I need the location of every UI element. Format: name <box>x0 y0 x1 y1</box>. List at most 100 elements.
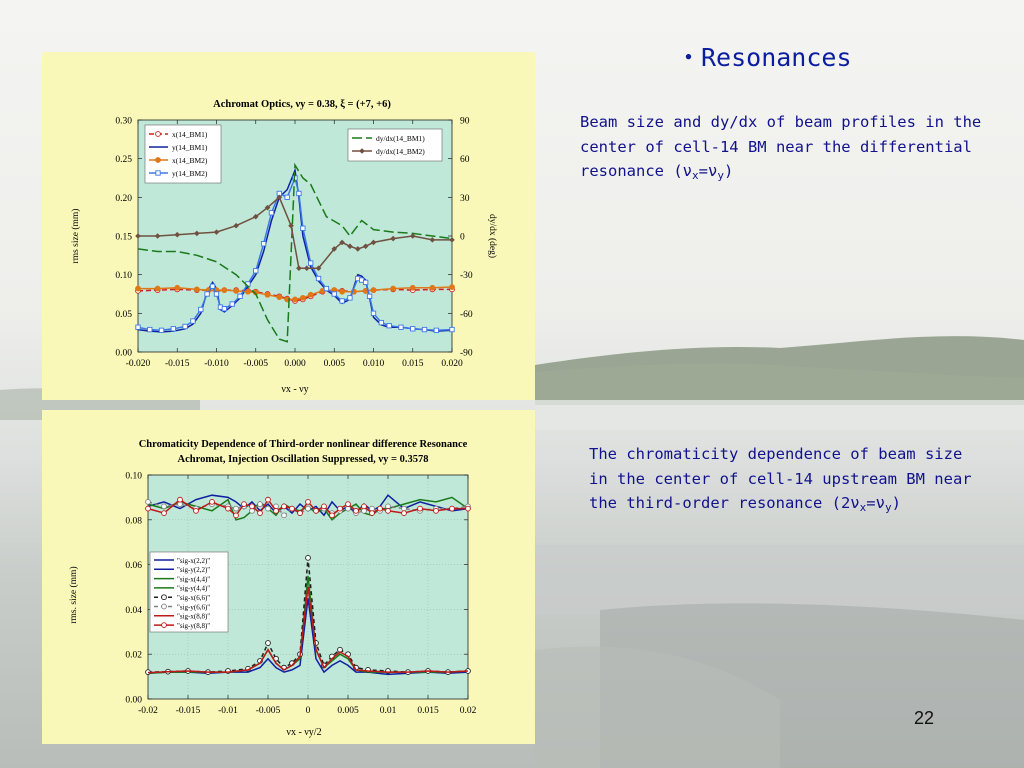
data-point <box>281 503 287 510</box>
data-point <box>221 306 227 312</box>
data-point <box>339 298 345 304</box>
y-tick-label: 0.30 <box>115 117 132 127</box>
y-tick-label: 0.02 <box>125 651 142 661</box>
data-point <box>353 507 359 514</box>
data-point <box>449 505 455 512</box>
data-point <box>190 318 196 324</box>
series-dy-dx-14-bm2 <box>135 194 455 272</box>
y-tick-label: 0.10 <box>115 271 132 281</box>
data-point <box>378 319 384 326</box>
data-point <box>409 233 416 239</box>
legend-label: dy/dx(14_BM1) <box>376 134 425 143</box>
legend-label: x(14_BM1) <box>172 130 208 139</box>
chart-achromat-optics: Achromat Optics, νy = 0.38, ξ = (+7, +6)… <box>70 99 498 395</box>
chart1-x-axis-label: νx - νy <box>281 384 308 395</box>
data-point <box>264 204 271 211</box>
legend-label: y(14_BM1) <box>172 143 208 152</box>
data-point <box>233 505 239 512</box>
x-tick-label: -0.005 <box>256 706 281 716</box>
chart2-y-axis-label: rms. size (mm) <box>68 566 79 623</box>
data-point <box>265 640 271 646</box>
data-point <box>229 301 235 307</box>
data-point <box>361 503 367 510</box>
data-point <box>135 285 141 292</box>
legend-marker <box>161 594 167 601</box>
data-point <box>307 291 314 298</box>
chart-panel-achromat-optics: Achromat Optics, νy = 0.38, ξ = (+7, +6)… <box>42 52 535 400</box>
chart1-legend-right-box <box>347 128 443 162</box>
series-line-sig-x-8-8 <box>147 586 469 674</box>
data-point <box>369 510 375 516</box>
data-point <box>377 505 383 512</box>
data-point <box>417 505 423 512</box>
chart1-y-axis-label: rms size (mm) <box>70 209 81 264</box>
data-point <box>265 496 271 503</box>
data-point <box>284 194 290 200</box>
slide-title: ・Resonances <box>676 43 852 72</box>
data-point <box>154 233 161 239</box>
data-point <box>363 279 369 286</box>
legend-label: "sig-y(4,4)" <box>177 585 210 593</box>
data-point <box>244 288 251 295</box>
data-point <box>421 326 428 333</box>
data-point <box>429 237 436 243</box>
data-point <box>429 284 436 291</box>
series-y-14-bm2 <box>135 175 455 333</box>
page-number: 22 <box>914 708 935 728</box>
chart1-y2-axis-label: dy/dx (deg) <box>487 214 498 258</box>
data-point <box>213 291 220 297</box>
data-point <box>305 505 311 512</box>
data-point <box>296 265 302 272</box>
chart2-subtitle: Achromat, Injection Oscillation Suppress… <box>178 454 429 465</box>
y-tick-label: 0.25 <box>115 155 132 165</box>
chart2-x-axis-label: νx - νy/2 <box>286 727 321 738</box>
data-point <box>276 194 283 201</box>
legend-label: "sig-y(6,6)" <box>177 603 210 611</box>
data-point <box>147 326 153 333</box>
data-point <box>433 327 439 333</box>
data-point <box>264 291 271 298</box>
y-tick-label: 0.20 <box>115 194 132 204</box>
x-tick-label: -0.010 <box>204 359 229 369</box>
data-point <box>297 510 303 516</box>
x-tick-label: -0.015 <box>165 359 190 369</box>
x-tick-label: -0.015 <box>176 706 201 716</box>
data-point <box>300 225 306 231</box>
y2-tick-label: 30 <box>460 194 470 204</box>
data-point <box>401 510 407 516</box>
data-point <box>410 326 416 332</box>
x-tick-label: 0.02 <box>460 706 477 716</box>
data-point <box>449 237 455 243</box>
data-point <box>209 283 216 289</box>
data-point <box>339 239 345 246</box>
y-tick-label: 0.00 <box>125 696 142 706</box>
data-point <box>370 310 377 316</box>
y2-tick-label: 0 <box>460 233 465 243</box>
data-point <box>355 246 361 252</box>
data-point <box>257 510 263 516</box>
data-point <box>345 501 351 507</box>
legend-marker <box>359 148 365 154</box>
legend-label: "sig-x(8,8)" <box>177 613 210 621</box>
y-tick-label: 0.08 <box>125 516 142 526</box>
legend-label: "sig-y(8,8)" <box>177 622 210 630</box>
chart-panel-chromaticity: Chromaticity Dependence of Third-order n… <box>42 410 535 744</box>
data-point <box>198 306 204 313</box>
data-point <box>296 190 302 197</box>
data-point <box>273 507 279 514</box>
x-tick-label: 0.015 <box>417 706 439 716</box>
data-point <box>347 295 353 301</box>
y-tick-label: 0.06 <box>125 561 142 571</box>
data-point <box>321 503 327 510</box>
data-point <box>249 503 255 510</box>
chart2-legend-box <box>149 551 229 633</box>
legend-label: x(14_BM2) <box>172 156 208 165</box>
data-point <box>315 265 322 272</box>
legend-label: "sig-x(2,2)" <box>177 557 210 565</box>
x-tick-label: -0.02 <box>138 706 158 716</box>
data-point <box>308 260 314 266</box>
data-point <box>135 233 141 239</box>
data-point <box>174 231 181 238</box>
data-point <box>305 499 311 505</box>
data-point <box>288 222 294 229</box>
